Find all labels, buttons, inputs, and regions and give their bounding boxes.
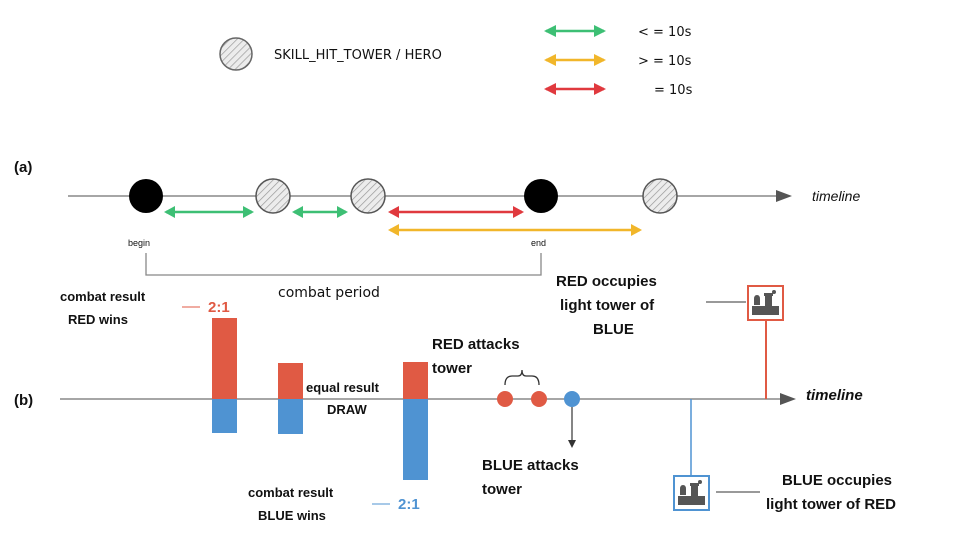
- blue-score: 2:1: [398, 496, 420, 513]
- red-attack-dot-1: [497, 391, 513, 407]
- draw-line1: equal result: [306, 380, 380, 395]
- event-hatched-circle-2: [350, 178, 386, 214]
- red-attack-brace: [504, 369, 540, 386]
- blue-result-line2: BLUE wins: [258, 508, 326, 523]
- combat-period-label: combat period: [278, 285, 380, 301]
- red-interval-arrow: [388, 206, 524, 218]
- blue-attack-line1: BLUE attacks: [482, 457, 579, 474]
- red-attack-line1: RED attacks: [432, 336, 520, 353]
- legend-green-label: < = 10s: [638, 25, 692, 40]
- panel-a-timeline-label: timeline: [812, 188, 860, 204]
- blue-attack-pointer-head: [568, 440, 576, 448]
- begin-label: begin: [128, 238, 150, 248]
- yellow-interval-arrow: [388, 224, 642, 236]
- draw-line2: DRAW: [327, 402, 367, 417]
- red-attack-dot-2: [531, 391, 547, 407]
- legend-circle-label: SKILL_HIT_TOWER / HERO: [274, 48, 442, 63]
- red-occupy-line2: light tower of: [560, 297, 655, 314]
- blue-occupy-line1: BLUE occupies: [782, 472, 892, 489]
- green-interval-arrow-2: [292, 206, 348, 218]
- blue-bar-1: [212, 399, 237, 433]
- blue-attack-dot: [564, 391, 580, 407]
- blue-attack-line2: tower: [482, 481, 522, 498]
- event-end-black-circle: [524, 179, 558, 213]
- red-bar-3: [403, 362, 428, 399]
- legend-yellow-label: > = 10s: [638, 54, 692, 69]
- blue-bar-3: [403, 399, 428, 480]
- red-result-line2: RED wins: [68, 312, 128, 327]
- light-tower-icon-red: [747, 285, 784, 321]
- panel-a-timeline-axis: [68, 190, 792, 202]
- green-interval-arrow-1: [164, 206, 254, 218]
- legend-red-label: = 10s: [654, 83, 693, 98]
- red-occupy-line1: RED occupies: [556, 273, 657, 290]
- legend-yellow-arrow: [544, 54, 606, 66]
- blue-result-line1: combat result: [248, 485, 334, 500]
- red-bar-1: [212, 318, 237, 399]
- red-attack-line2: tower: [432, 360, 472, 377]
- red-result-line1: combat result: [60, 289, 146, 304]
- event-hatched-circle-1: [255, 178, 291, 214]
- red-bar-2: [278, 363, 303, 399]
- panel-a-label: (a): [14, 159, 32, 176]
- light-tower-icon-blue: [673, 475, 710, 511]
- blue-occupy-line2: light tower of RED: [766, 496, 896, 513]
- legend-red-arrow: [544, 83, 606, 95]
- legend-green-arrow: [544, 25, 606, 37]
- legend-hatched-circle: [219, 37, 253, 71]
- end-label: end: [531, 238, 546, 248]
- panel-b-label: (b): [14, 392, 33, 409]
- combat-period-bracket: [145, 253, 542, 276]
- panel-b-timeline-label: timeline: [806, 387, 863, 404]
- event-hatched-circle-3: [642, 178, 678, 214]
- red-occupy-line3: BLUE: [593, 321, 634, 338]
- red-score: 2:1: [208, 299, 230, 316]
- event-begin-black-circle: [129, 179, 163, 213]
- blue-bar-2: [278, 399, 303, 434]
